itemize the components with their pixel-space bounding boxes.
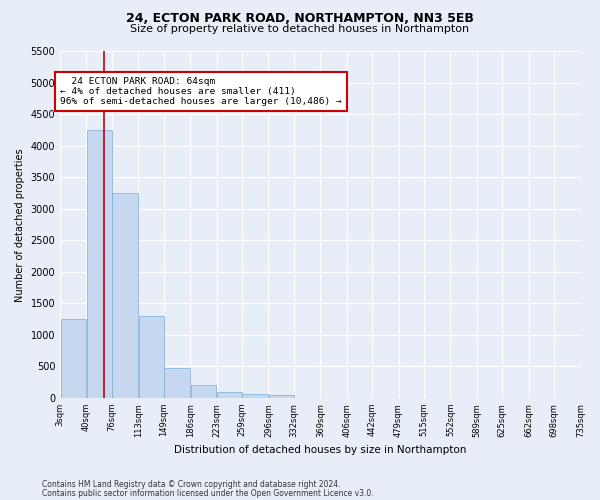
- Text: Size of property relative to detached houses in Northampton: Size of property relative to detached ho…: [130, 24, 470, 34]
- X-axis label: Distribution of detached houses by size in Northampton: Distribution of detached houses by size …: [174, 445, 467, 455]
- Y-axis label: Number of detached properties: Number of detached properties: [15, 148, 25, 302]
- Bar: [217, 392, 242, 398]
- Bar: [242, 394, 268, 398]
- Text: Contains public sector information licensed under the Open Government Licence v3: Contains public sector information licen…: [42, 489, 374, 498]
- Text: Contains HM Land Registry data © Crown copyright and database right 2024.: Contains HM Land Registry data © Crown c…: [42, 480, 341, 489]
- Bar: [139, 316, 164, 398]
- Text: 24 ECTON PARK ROAD: 64sqm
← 4% of detached houses are smaller (411)
96% of semi-: 24 ECTON PARK ROAD: 64sqm ← 4% of detach…: [60, 76, 342, 106]
- Bar: [269, 395, 295, 398]
- Bar: [164, 368, 190, 398]
- Bar: [112, 193, 138, 398]
- Bar: [61, 319, 86, 398]
- Text: 24, ECTON PARK ROAD, NORTHAMPTON, NN3 5EB: 24, ECTON PARK ROAD, NORTHAMPTON, NN3 5E…: [126, 12, 474, 26]
- Bar: [87, 130, 112, 398]
- Bar: [191, 386, 216, 398]
